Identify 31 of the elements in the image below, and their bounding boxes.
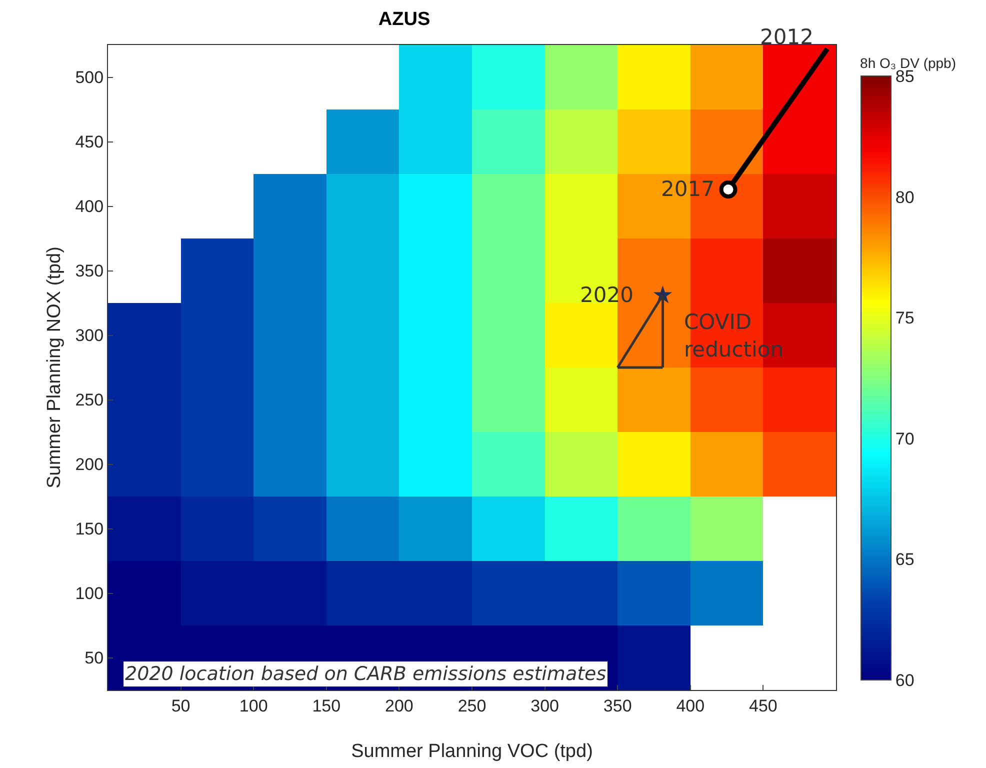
color-bar-label: 80: [895, 188, 914, 207]
x-tick-label: 450: [749, 696, 778, 716]
annotation: 2017: [661, 177, 714, 201]
chart-title: AZUS: [378, 8, 430, 30]
color-bar-label: 70: [895, 429, 914, 448]
color-bar-label: 65: [895, 550, 914, 570]
y-tick-label: 300: [75, 326, 104, 346]
x-axis-title: Summer Planning VOC (tpd): [351, 741, 593, 762]
annotation: 2020 location based on CARB emissions estimates: [125, 663, 606, 685]
y-tick-label: 200: [75, 455, 104, 474]
y-tick-label: 50: [84, 648, 104, 668]
y-axis-title: Summer Planning NOX (tpd): [44, 246, 65, 488]
x-tick-label: 250: [458, 696, 486, 716]
x-tick-label: 100: [239, 696, 268, 716]
y-tick-label: 500: [75, 68, 104, 88]
annotation: 2012: [760, 25, 814, 49]
x-tick-label: 150: [312, 696, 341, 716]
x-tick-label: 400: [676, 696, 705, 716]
x-tick-label: 300: [530, 696, 559, 716]
y-tick-label: 400: [75, 197, 104, 216]
x-tick-label: 200: [385, 696, 414, 716]
y-tick-label: 100: [75, 584, 104, 604]
y-tick-label: 450: [75, 132, 104, 152]
color-bar-label: 75: [895, 308, 914, 328]
x-tick-label: 50: [171, 696, 190, 716]
x-tick-label: 350: [603, 696, 632, 716]
annotation: COVID reduction: [684, 310, 784, 362]
y-tick-label: 250: [75, 390, 104, 410]
y-tick-label: 150: [75, 520, 104, 539]
y-tick-label: 350: [75, 262, 104, 281]
color-bar-label: 60: [895, 670, 914, 690]
